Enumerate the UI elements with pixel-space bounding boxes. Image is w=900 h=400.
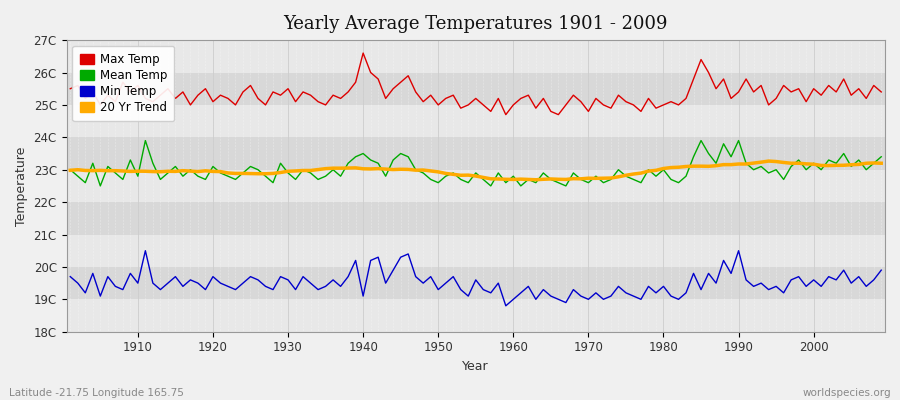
Y-axis label: Temperature: Temperature	[15, 146, 28, 226]
Title: Yearly Average Temperatures 1901 - 2009: Yearly Average Temperatures 1901 - 2009	[284, 15, 668, 33]
Bar	[67, 170, 885, 202]
Legend: Max Temp, Mean Temp, Min Temp, 20 Yr Trend: Max Temp, Mean Temp, Min Temp, 20 Yr Tre…	[72, 46, 174, 121]
Bar	[67, 137, 885, 170]
Bar	[67, 72, 885, 105]
Text: Latitude -21.75 Longitude 165.75: Latitude -21.75 Longitude 165.75	[9, 388, 184, 398]
Text: worldspecies.org: worldspecies.org	[803, 388, 891, 398]
Bar	[67, 299, 885, 332]
X-axis label: Year: Year	[463, 360, 489, 373]
Bar	[67, 267, 885, 299]
Bar	[67, 105, 885, 137]
Bar	[67, 202, 885, 234]
Bar	[67, 40, 885, 72]
Bar	[67, 234, 885, 267]
